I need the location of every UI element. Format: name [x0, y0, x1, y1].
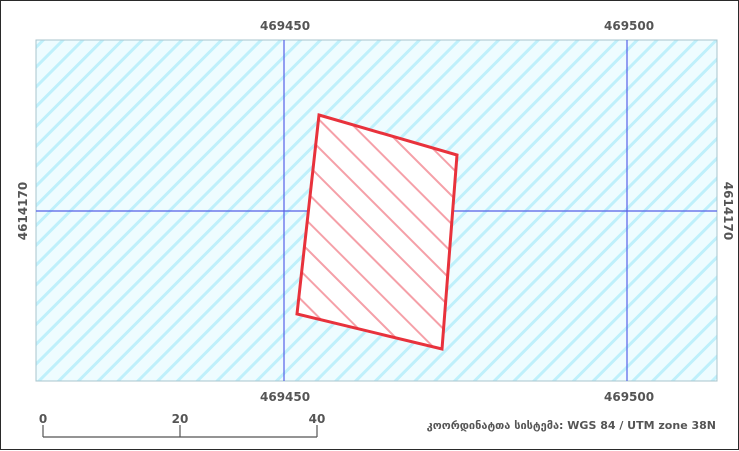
parcel-polygon[interactable]	[295, 113, 459, 351]
scale-label-20: 20	[171, 412, 189, 426]
grid-label-x-top-469500: 469500	[604, 19, 655, 33]
grid-label-x-bottom-469500: 469500	[604, 390, 655, 404]
grid-label-y-right: 4614170	[721, 181, 735, 241]
scale-label-40: 40	[308, 412, 326, 426]
scale-label-0: 0	[38, 412, 48, 426]
scale-bar	[42, 425, 318, 438]
coordinate-system-label: კოორდინატთა სისტემა: WGS 84 / UTM zone 3…	[426, 419, 716, 432]
grid-label-x-top-469450: 469450	[260, 19, 311, 33]
grid-label-y-left: 4614170	[16, 181, 30, 241]
grid-label-x-bottom-469450: 469450	[260, 390, 311, 404]
